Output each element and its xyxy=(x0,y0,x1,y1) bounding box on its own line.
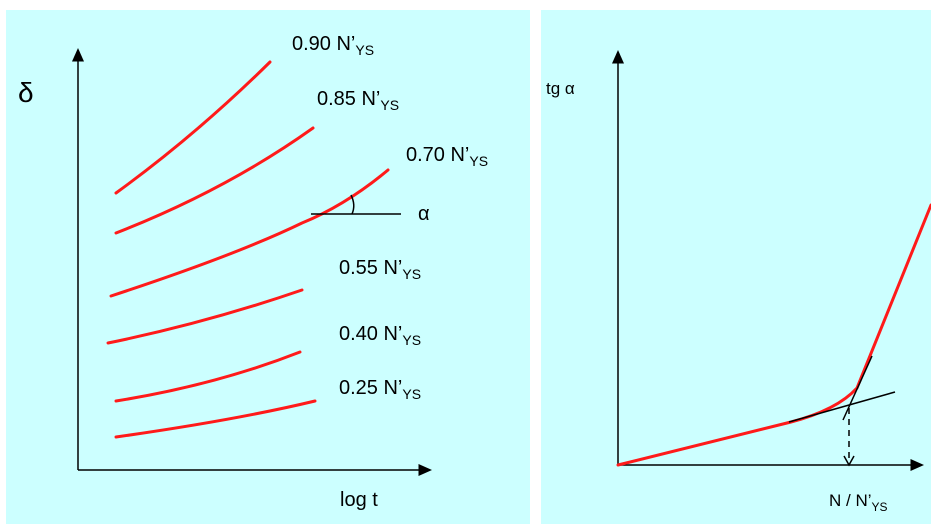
intersection-arrowhead xyxy=(843,455,855,467)
curve-label-090: 0.90 N’YS xyxy=(292,33,374,58)
n-ratio-axis-label: N / N’YS xyxy=(829,491,888,514)
curve-label-025: 0.25 N’YS xyxy=(339,377,421,402)
curve-085 xyxy=(114,126,315,235)
delta-axis-label: δ xyxy=(18,77,34,108)
curve-label-055: 0.55 N’YS xyxy=(339,257,421,282)
tg-alpha-axis-label: tg α xyxy=(546,79,575,98)
curve-025 xyxy=(114,399,317,439)
curve-label-085: 0.85 N’YS xyxy=(317,88,399,113)
creep-curves-panel: δ log t α 0.90 N’YS 0.85 N’YS 0.70 N’YS … xyxy=(6,10,530,524)
tg-alpha-curve xyxy=(616,203,931,467)
lower-tangent-line xyxy=(788,391,896,423)
tangent-slope-panel: tg α N / N’YS xyxy=(541,10,931,524)
angle-arc xyxy=(350,194,355,215)
tangent-slope-svg: tg α N / N’YS xyxy=(546,50,931,514)
curve-055 xyxy=(106,288,304,345)
curve-label-070: 0.70 N’YS xyxy=(406,144,488,169)
curve-label-040: 0.40 N’YS xyxy=(339,323,421,348)
alpha-label: α xyxy=(418,203,430,225)
upper-tangent-line xyxy=(842,355,873,421)
creep-curves-svg: δ log t α 0.90 N’YS 0.85 N’YS 0.70 N’YS … xyxy=(18,33,488,511)
curve-040 xyxy=(114,350,302,403)
curve-070 xyxy=(109,168,390,298)
curve-090 xyxy=(114,60,272,195)
log-t-axis-label: log t xyxy=(340,489,378,511)
